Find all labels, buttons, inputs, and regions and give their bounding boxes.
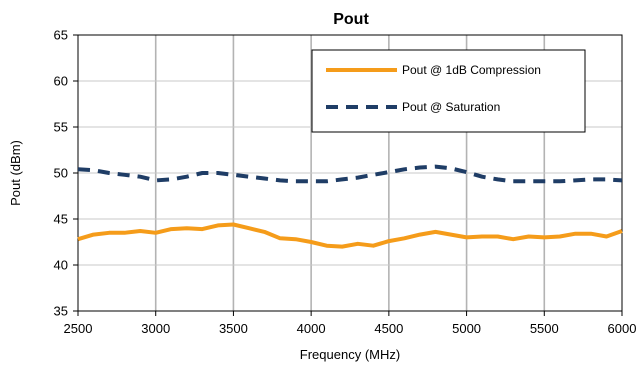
legend-label-2: Pout @ Saturation [402, 100, 500, 114]
legend-box [311, 49, 586, 133]
y-tick-label: 50 [54, 166, 68, 181]
x-tick-label: 2500 [64, 321, 93, 336]
x-axis-title: Frequency (MHz) [300, 347, 400, 362]
x-tick-label: 3000 [141, 321, 170, 336]
y-tick-label: 65 [54, 28, 68, 43]
y-tick-label: 35 [54, 304, 68, 319]
y-tick-label: 45 [54, 212, 68, 227]
x-tick-label: 4500 [374, 321, 403, 336]
y-tick-label: 60 [54, 74, 68, 89]
x-tick-label: 6000 [608, 321, 637, 336]
y-axis-title: Pout (dBm) [8, 140, 23, 206]
series-lines [77, 164, 623, 249]
x-tick-label: 5000 [452, 321, 481, 336]
x-tick-label: 5500 [530, 321, 559, 336]
series-line-1 [77, 222, 623, 249]
axis-ticks: 2500 3000 3500 4000 4500 5000 5500 6000 35 40 45 50… [54, 28, 637, 337]
legend-label-1: Pout @ 1dB Compression [402, 63, 541, 77]
y-tick-label: 40 [54, 258, 68, 273]
legend: Pout @ 1dB Compression Pout @ Saturation [311, 49, 586, 133]
chart-title: Pout [333, 11, 369, 28]
x-tick-label: 3500 [219, 321, 248, 336]
series-line-2 [77, 164, 623, 184]
x-tick-label: 4000 [297, 321, 326, 336]
y-tick-label: 55 [54, 120, 68, 135]
